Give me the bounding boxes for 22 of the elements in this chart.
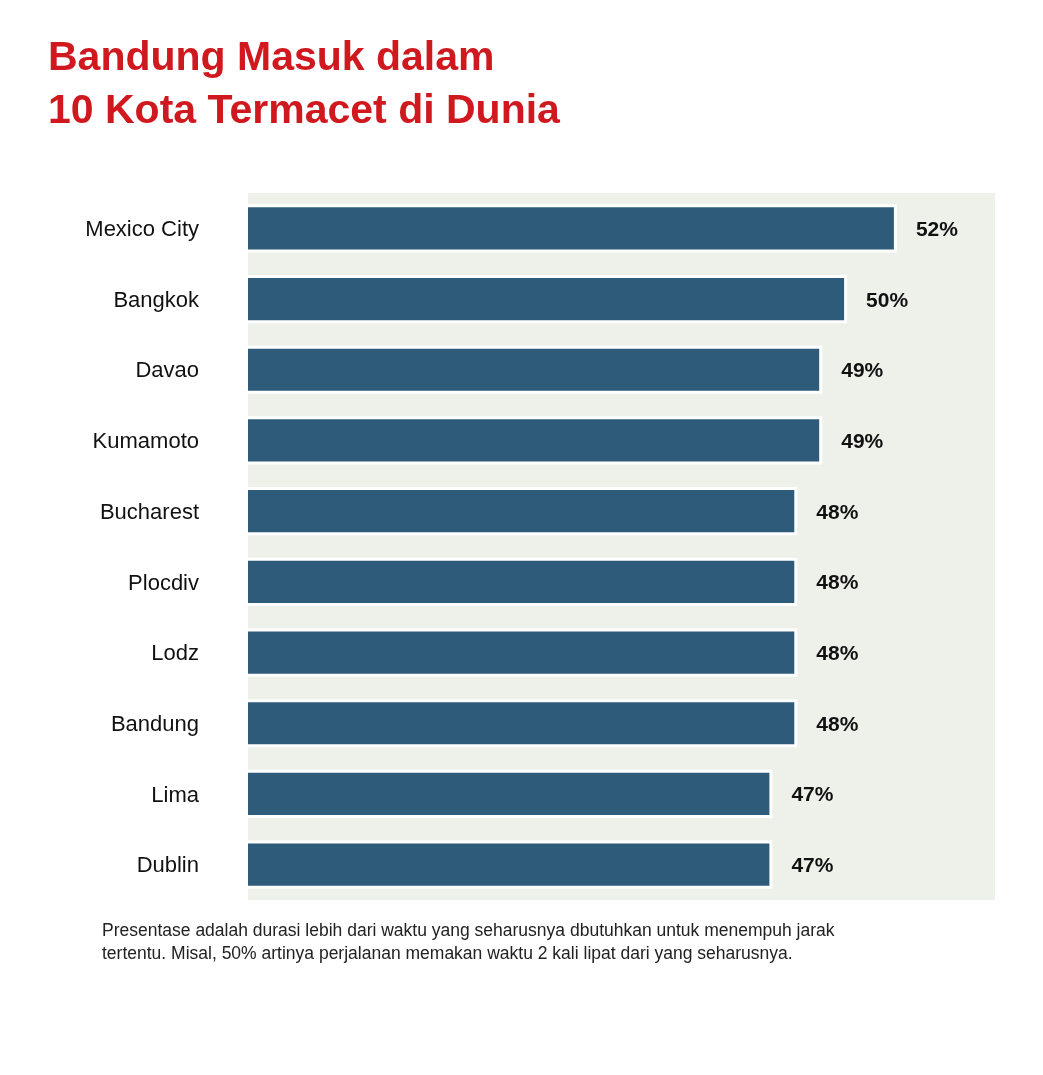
text: Presentase adalah durasi lebih dari waktu yang seharusnya dbutuhkan untuk menempuh jarak tertentu. Misal, 50% artinya perjalanan memakan waktu 2 kali lipat dari yang seharusnya. [102,920,835,963]
y-tick-label: Bandung [110,710,199,736]
data-label: 48% [816,711,859,735]
y-tick-label: Dublin [136,852,199,878]
y-tick-label: Bucharest [99,498,199,524]
data-label: 49% [841,428,884,452]
data-label: 48% [816,641,859,665]
y-tick-label: Lodz [151,640,199,666]
data-label: 50% [866,287,909,311]
y-tick-label: Plocdiv [128,569,199,595]
y-tick-label: Lima [151,781,200,807]
data-label: 49% [841,358,884,382]
chart-title: Bandung Masuk dalam 10 Kota Termacet di Dunia [48,33,562,133]
data-label: 47% [791,782,834,806]
data-label: 48% [816,499,859,523]
data-label: 47% [791,853,834,877]
y-tick-label: Mexico City [85,216,199,242]
y-tick-label: Davao [135,357,199,383]
y-tick-label: Bangkok [113,286,200,312]
data-label: 48% [816,570,859,594]
data-label: 52% [915,216,959,240]
y-tick-label: Kumamoto [92,428,199,454]
